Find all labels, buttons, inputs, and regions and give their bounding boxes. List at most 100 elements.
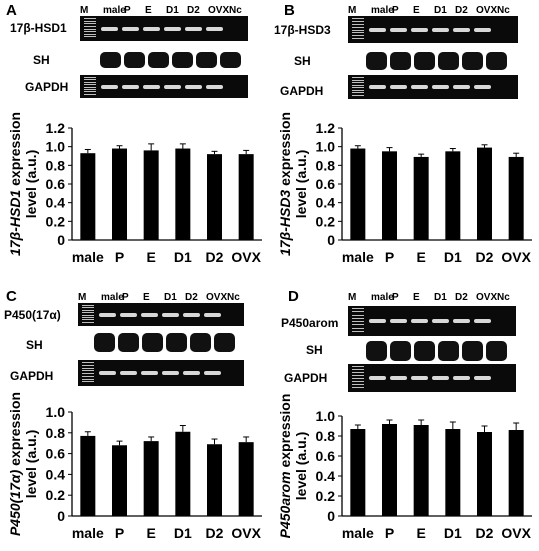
y-axis-label-line2: level (a.u.)	[23, 150, 39, 218]
ladder-band	[352, 23, 364, 25]
x-tick-label: male	[342, 249, 374, 265]
lane-label: P	[392, 5, 399, 16]
ladder-band	[352, 26, 364, 28]
gel-band	[474, 319, 491, 323]
gel-band	[122, 84, 139, 89]
bar	[112, 148, 127, 240]
gel-band	[432, 27, 449, 32]
lane-label: M	[78, 292, 87, 303]
sh-band	[100, 52, 121, 68]
x-tick-label: P	[115, 525, 124, 541]
bar	[445, 151, 461, 240]
x-tick-label: OVX	[501, 249, 531, 265]
gel-band	[120, 312, 137, 317]
lane-label: D2	[455, 292, 468, 303]
bar	[382, 424, 397, 516]
bar	[413, 156, 429, 240]
lane-label: E	[143, 292, 150, 303]
y-axis-label: P450(17α) expression	[7, 392, 23, 536]
x-tick-label: E	[146, 525, 155, 541]
ladder-band	[352, 79, 364, 81]
lane-label: male	[103, 5, 126, 16]
ladder-band	[352, 311, 364, 313]
ladder-band	[82, 378, 94, 380]
gel-band	[369, 319, 386, 323]
lane-label: OVX	[476, 292, 498, 303]
sh-band	[390, 52, 411, 70]
gapdh-label: GAPDH	[280, 84, 324, 98]
sh-gel	[366, 341, 516, 361]
gel-band	[101, 84, 118, 89]
lane-label: E	[145, 5, 152, 16]
ladder-band	[352, 82, 364, 83]
y-tick-label: 0.6	[46, 446, 66, 462]
gel-band	[432, 376, 449, 380]
y-axis-label: P450arom expression	[277, 394, 293, 539]
sh-band	[366, 52, 387, 70]
panel-letter: C	[6, 288, 17, 305]
panel-letter: B	[284, 2, 295, 19]
chart-svg: P450(17α) expression level (a.u.) 0 0.2 0.4 0…	[7, 392, 262, 541]
ladder-band	[84, 23, 96, 25]
bar	[413, 425, 429, 516]
bar	[350, 429, 366, 516]
lane-label: D1	[434, 292, 447, 303]
gene-label: 17β-HSD1	[10, 21, 67, 35]
ladder-band	[84, 20, 96, 22]
gel-band	[185, 84, 202, 89]
gel-band	[99, 371, 116, 375]
sh-band	[486, 341, 507, 361]
bar	[350, 148, 366, 240]
gel-band	[164, 26, 181, 31]
ladder-band	[84, 18, 96, 19]
ladder-band	[84, 36, 96, 38]
bar	[382, 151, 397, 240]
gel-band	[411, 27, 428, 32]
gene-label: 17β-HSD3	[274, 23, 331, 37]
y-axis-label-line2: level (a.u.)	[23, 430, 39, 498]
x-tick-label: P	[115, 249, 124, 265]
y-tick-label: 0	[57, 508, 65, 524]
lane-label: E	[413, 5, 420, 16]
ladder-band	[352, 29, 364, 31]
lane-label: P	[392, 292, 399, 303]
sh-band	[190, 333, 211, 352]
gel-band	[141, 312, 158, 317]
sh-gel	[94, 333, 244, 352]
gapdh-gel	[348, 75, 518, 99]
sh-band	[366, 341, 387, 361]
lane-label: male	[371, 292, 394, 303]
gel-band	[162, 312, 179, 317]
x-tick-label: male	[72, 249, 104, 265]
x-tick-label: D2	[476, 249, 494, 265]
ladder-band	[84, 25, 96, 27]
ladder-band	[84, 91, 96, 93]
lane-label: OVX	[208, 5, 230, 16]
bar	[143, 150, 159, 240]
ladder-band	[352, 369, 364, 370]
x-tick-label: E	[146, 249, 155, 265]
ladder-band	[82, 381, 94, 383]
gel-band	[453, 376, 470, 380]
gene-gel	[348, 306, 516, 336]
ladder-band	[84, 86, 96, 88]
gel-band	[390, 85, 407, 89]
gapdh-gel	[80, 75, 248, 98]
x-tick-label: P	[385, 525, 394, 541]
sh-band	[148, 52, 169, 68]
gel-band	[99, 312, 116, 317]
y-tick-label: 0.6	[316, 176, 336, 192]
gene-gel	[80, 16, 248, 41]
x-tick-label: D2	[476, 525, 494, 541]
y-axis-label: 17β-HSD1 expression	[7, 112, 23, 256]
y-tick-label: 1.0	[316, 139, 336, 155]
lane-label: P	[124, 5, 131, 16]
y-tick-label: 0.4	[316, 468, 336, 484]
y-tick-label: 0	[327, 508, 335, 524]
gel-band	[206, 26, 223, 31]
gapdh-label: GAPDH	[10, 369, 54, 383]
lane-label: D1	[164, 292, 177, 303]
lane-label: D2	[185, 292, 198, 303]
